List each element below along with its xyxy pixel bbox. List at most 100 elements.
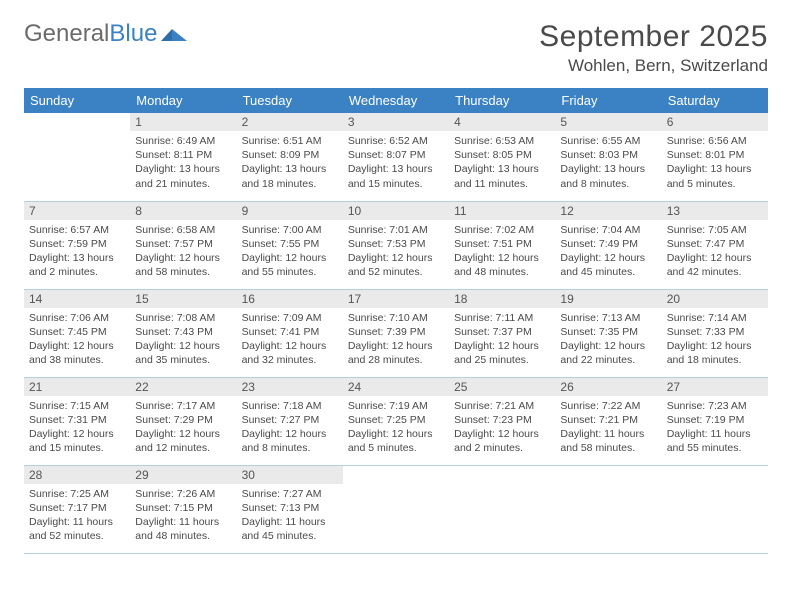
calendar-day-cell: 7Sunrise: 6:57 AMSunset: 7:59 PMDaylight…: [24, 201, 130, 289]
calendar-day-cell: 4Sunrise: 6:53 AMSunset: 8:05 PMDaylight…: [449, 113, 555, 201]
sunrise-text: Sunrise: 7:27 AM: [242, 487, 338, 501]
daylight-text: Daylight: 12 hours and 58 minutes.: [135, 251, 231, 279]
day-number: 15: [130, 290, 236, 308]
calendar-day-cell: 13Sunrise: 7:05 AMSunset: 7:47 PMDayligh…: [662, 201, 768, 289]
daylight-text: Daylight: 12 hours and 45 minutes.: [560, 251, 656, 279]
header: GeneralBlue September 2025 Wohlen, Bern,…: [24, 20, 768, 76]
calendar-day-cell: 26 Sunrise: 7:22 AMSunset: 7:21 PMDayligh…: [555, 377, 661, 465]
calendar-day-cell: 23Sunrise: 7:18 AMSunset: 7:27 PMDayligh…: [237, 377, 343, 465]
sunrise-text: Sunrise: 7:05 AM: [667, 223, 763, 237]
sunset-text: Sunset: 7:51 PM: [454, 237, 550, 251]
daylight-text: Daylight: 13 hours and 2 minutes.: [29, 251, 125, 279]
day-number: 20: [662, 290, 768, 308]
calendar-day-cell: 19 Sunrise: 7:13 AMSunset: 7:35 PMDayligh…: [555, 289, 661, 377]
logo-mark-icon: [161, 23, 187, 46]
sunset-text: Sunset: 7:19 PM: [667, 413, 763, 427]
day-info: Sunrise: 7:26 AMSunset: 7:15 PMDaylight:…: [135, 487, 231, 544]
day-number: 26: [555, 378, 661, 396]
day-of-week-header: Wednesday: [343, 88, 449, 113]
calendar-week-row: 28 Sunrise: 7:25 AMSunset: 7:17 PMDayligh…: [24, 465, 768, 553]
day-number: 22: [130, 378, 236, 396]
day-info: Sunrise: 6:52 AMSunset: 8:07 PMDaylight:…: [348, 134, 444, 191]
calendar-day-cell: 16Sunrise: 7:09 AMSunset: 7:41 PMDayligh…: [237, 289, 343, 377]
sunset-text: Sunset: 7:27 PM: [242, 413, 338, 427]
day-info: Sunrise: 7:19 AMSunset: 7:25 PMDaylight:…: [348, 399, 444, 456]
sunset-text: Sunset: 7:31 PM: [29, 413, 125, 427]
day-number: 23: [237, 378, 343, 396]
sunset-text: Sunset: 7:25 PM: [348, 413, 444, 427]
sunset-text: Sunset: 8:11 PM: [135, 148, 231, 162]
calendar-day-cell: 10Sunrise: 7:01 AMSunset: 7:53 PMDayligh…: [343, 201, 449, 289]
day-number: 16: [237, 290, 343, 308]
sunset-text: Sunset: 7:49 PM: [560, 237, 656, 251]
day-info: Sunrise: 7:25 AMSunset: 7:17 PMDaylight:…: [29, 487, 125, 544]
day-of-week-header: Monday: [130, 88, 236, 113]
calendar-day-cell: 29 Sunrise: 7:26 AMSunset: 7:15 PMDayligh…: [130, 465, 236, 553]
sunrise-text: Sunrise: 7:18 AM: [242, 399, 338, 413]
day-number: 29: [130, 466, 236, 484]
day-info: Sunrise: 7:17 AMSunset: 7:29 PMDaylight:…: [135, 399, 231, 456]
daylight-text: Daylight: 12 hours and 28 minutes.: [348, 339, 444, 367]
sunset-text: Sunset: 7:43 PM: [135, 325, 231, 339]
day-of-week-header: Friday: [555, 88, 661, 113]
sunrise-text: Sunrise: 7:06 AM: [29, 311, 125, 325]
daylight-text: Daylight: 13 hours and 5 minutes.: [667, 162, 763, 190]
day-number: 30: [237, 466, 343, 484]
day-of-week-header: Thursday: [449, 88, 555, 113]
calendar-week-row: 21Sunrise: 7:15 AMSunset: 7:31 PMDayligh…: [24, 377, 768, 465]
day-number: 21: [24, 378, 130, 396]
daylight-text: Daylight: 13 hours and 15 minutes.: [348, 162, 444, 190]
calendar-day-cell: [449, 465, 555, 553]
day-number: 24: [343, 378, 449, 396]
day-info: Sunrise: 6:56 AMSunset: 8:01 PMDaylight:…: [667, 134, 763, 191]
calendar-day-cell: 25Sunrise: 7:21 AMSunset: 7:23 PMDayligh…: [449, 377, 555, 465]
daylight-text: Daylight: 12 hours and 42 minutes.: [667, 251, 763, 279]
daylight-text: Daylight: 13 hours and 8 minutes.: [560, 162, 656, 190]
day-number: 6: [662, 113, 768, 131]
day-info: Sunrise: 6:55 AMSunset: 8:03 PMDaylight:…: [560, 134, 656, 191]
sunrise-text: Sunrise: 6:56 AM: [667, 134, 763, 148]
day-info: Sunrise: 7:27 AMSunset: 7:13 PMDaylight:…: [242, 487, 338, 544]
calendar-day-cell: 24 Sunrise: 7:19 AMSunset: 7:25 PMDayligh…: [343, 377, 449, 465]
sunset-text: Sunset: 7:57 PM: [135, 237, 231, 251]
sunset-text: Sunset: 8:03 PM: [560, 148, 656, 162]
sunset-text: Sunset: 8:01 PM: [667, 148, 763, 162]
calendar-day-cell: [343, 465, 449, 553]
day-info: Sunrise: 6:58 AMSunset: 7:57 PMDaylight:…: [135, 223, 231, 280]
day-info: Sunrise: 7:10 AMSunset: 7:39 PMDaylight:…: [348, 311, 444, 368]
sunset-text: Sunset: 7:53 PM: [348, 237, 444, 251]
sunset-text: Sunset: 7:37 PM: [454, 325, 550, 339]
daylight-text: Daylight: 12 hours and 52 minutes.: [348, 251, 444, 279]
calendar-day-cell: 21Sunrise: 7:15 AMSunset: 7:31 PMDayligh…: [24, 377, 130, 465]
day-number: 9: [237, 202, 343, 220]
title-block: September 2025 Wohlen, Bern, Switzerland: [539, 20, 768, 76]
day-number: 19: [555, 290, 661, 308]
calendar-day-cell: 17Sunrise: 7:10 AMSunset: 7:39 PMDayligh…: [343, 289, 449, 377]
day-info: Sunrise: 7:22 AMSunset: 7:21 PMDaylight:…: [560, 399, 656, 456]
sunrise-text: Sunrise: 7:17 AM: [135, 399, 231, 413]
sunrise-text: Sunrise: 7:11 AM: [454, 311, 550, 325]
sunrise-text: Sunrise: 6:55 AM: [560, 134, 656, 148]
sunrise-text: Sunrise: 7:01 AM: [348, 223, 444, 237]
daylight-text: Daylight: 12 hours and 25 minutes.: [454, 339, 550, 367]
day-number: 28: [24, 466, 130, 484]
day-number: 7: [24, 202, 130, 220]
sunrise-text: Sunrise: 7:23 AM: [667, 399, 763, 413]
day-number: 4: [449, 113, 555, 131]
day-number: 18: [449, 290, 555, 308]
day-of-week-header: Saturday: [662, 88, 768, 113]
day-of-week-header: Sunday: [24, 88, 130, 113]
sunset-text: Sunset: 7:55 PM: [242, 237, 338, 251]
daylight-text: Daylight: 12 hours and 48 minutes.: [454, 251, 550, 279]
daylight-text: Daylight: 12 hours and 22 minutes.: [560, 339, 656, 367]
day-info: Sunrise: 7:13 AMSunset: 7:35 PMDaylight:…: [560, 311, 656, 368]
sunrise-text: Sunrise: 7:26 AM: [135, 487, 231, 501]
calendar-day-cell: 27Sunrise: 7:23 AMSunset: 7:19 PMDayligh…: [662, 377, 768, 465]
day-number: 8: [130, 202, 236, 220]
calendar-day-cell: [662, 465, 768, 553]
calendar-day-cell: 12Sunrise: 7:04 AMSunset: 7:49 PMDayligh…: [555, 201, 661, 289]
sunset-text: Sunset: 7:17 PM: [29, 501, 125, 515]
sunrise-text: Sunrise: 7:09 AM: [242, 311, 338, 325]
daylight-text: Daylight: 13 hours and 18 minutes.: [242, 162, 338, 190]
calendar-day-cell: 15Sunrise: 7:08 AMSunset: 7:43 PMDayligh…: [130, 289, 236, 377]
